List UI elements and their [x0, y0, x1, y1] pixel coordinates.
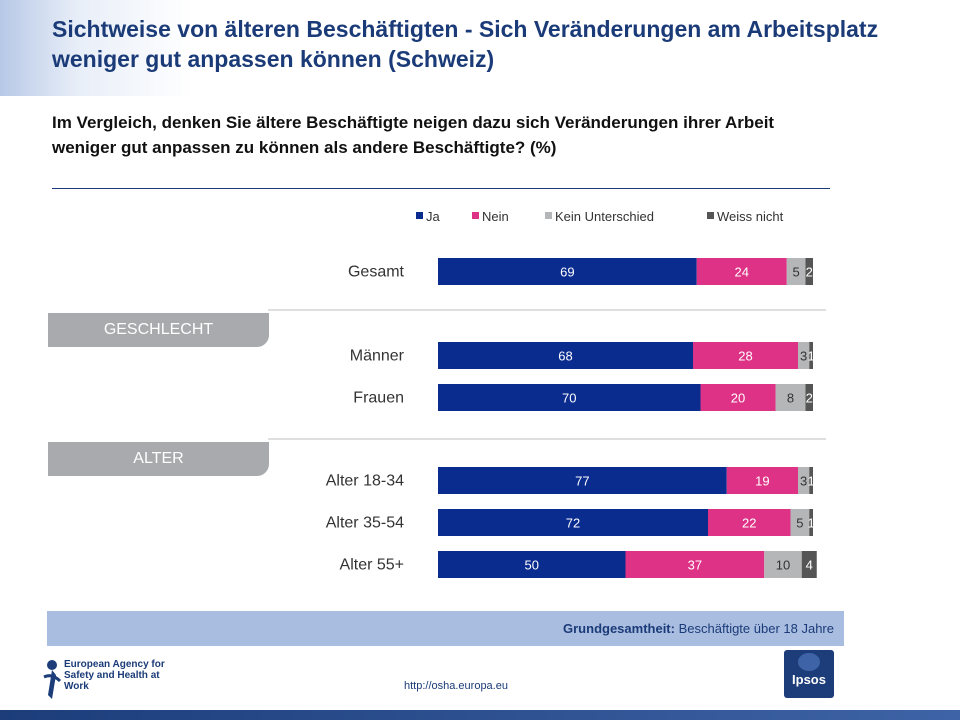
data-label: 68	[558, 349, 572, 364]
category-label: Gesamt	[348, 264, 405, 281]
bar-segment	[438, 509, 708, 536]
bar-segment	[438, 384, 701, 411]
legend-entry: Kein Unterschied	[555, 209, 654, 224]
bar-segment	[438, 342, 693, 369]
bar-segment	[438, 551, 626, 578]
bar-segment	[693, 342, 798, 369]
bar-segment	[805, 384, 813, 411]
data-label: 24	[735, 265, 749, 280]
data-label: 3	[800, 474, 807, 489]
population-note: Grundgesamtheit: Beschäftigte über 18 Ja…	[563, 621, 834, 636]
data-label: 2	[806, 265, 813, 280]
bar-segment	[809, 509, 813, 536]
bar-segment	[764, 551, 802, 578]
data-label: 3	[800, 349, 807, 364]
data-label: 2	[806, 391, 813, 406]
question-underline	[52, 188, 830, 189]
legend-entry: Nein	[482, 209, 509, 224]
bar-segment	[790, 509, 810, 536]
category-label: Alter 55+	[340, 557, 404, 574]
bar-segment	[809, 342, 813, 369]
bar-segment	[786, 258, 806, 285]
legend-swatch	[545, 212, 552, 219]
data-label: 37	[688, 558, 702, 573]
data-label: 72	[566, 516, 580, 531]
data-label: 1	[808, 474, 815, 489]
data-label: 50	[525, 558, 539, 573]
legend-entry: Weiss nicht	[717, 209, 784, 224]
data-label: 70	[562, 391, 576, 406]
category-label: Alter 35-54	[326, 515, 404, 532]
category-label: Männer	[350, 348, 405, 365]
legend-swatch	[707, 212, 714, 219]
bar-segment	[775, 384, 806, 411]
bar-segment	[438, 258, 697, 285]
category-label: Frauen	[353, 390, 404, 407]
agency-url-link[interactable]: http://osha.europa.eu	[404, 680, 508, 692]
data-label: 20	[731, 391, 745, 406]
agency-name: European Agency for Safety and Health at…	[64, 659, 165, 692]
data-label: 1	[808, 349, 815, 364]
ipsos-label: Ipsos	[792, 672, 826, 687]
legend-swatch	[472, 212, 479, 219]
survey-question: Im Vergleich, denken Sie ältere Beschäft…	[52, 113, 775, 157]
bar-segment	[809, 467, 813, 494]
bar-segment	[798, 467, 810, 494]
data-label: 10	[776, 558, 790, 573]
bar-segment	[798, 342, 810, 369]
population-label: Grundgesamtheit:	[563, 621, 675, 636]
data-label: 8	[787, 391, 794, 406]
bottom-stripe	[0, 710, 960, 720]
ipsos-logo-icon: Ipsos	[784, 650, 834, 698]
page-title: Sichtweise von älteren Beschäftigten - S…	[52, 16, 879, 72]
bar-segment	[625, 551, 765, 578]
segment-label-age: ALTER	[48, 442, 269, 476]
legend-swatch	[416, 212, 423, 219]
bar-segment	[801, 551, 817, 578]
data-label: 5	[796, 516, 803, 531]
data-label: 22	[742, 516, 756, 531]
data-label: 1	[808, 516, 815, 531]
data-label: 4	[806, 558, 813, 573]
data-label: 5	[793, 265, 800, 280]
bar-segment	[708, 509, 791, 536]
footer-bar: Grundgesamtheit: Beschäftigte über 18 Ja…	[47, 611, 844, 646]
data-label: 77	[575, 474, 589, 489]
bar-segment	[805, 258, 813, 285]
data-label: 69	[560, 265, 574, 280]
title-background	[0, 0, 960, 96]
bar-segment	[696, 258, 787, 285]
data-label: 28	[738, 349, 752, 364]
eu-osha-logo-icon	[43, 660, 62, 699]
bar-segment	[726, 467, 798, 494]
population-value: Beschäftigte über 18 Jahre	[678, 621, 834, 636]
bar-segment	[438, 467, 727, 494]
category-label: Alter 18-34	[326, 473, 404, 490]
bar-segment	[700, 384, 776, 411]
data-label: 19	[755, 474, 769, 489]
segment-label-gender: GESCHLECHT	[48, 313, 269, 347]
legend-entry: Ja	[426, 209, 441, 224]
